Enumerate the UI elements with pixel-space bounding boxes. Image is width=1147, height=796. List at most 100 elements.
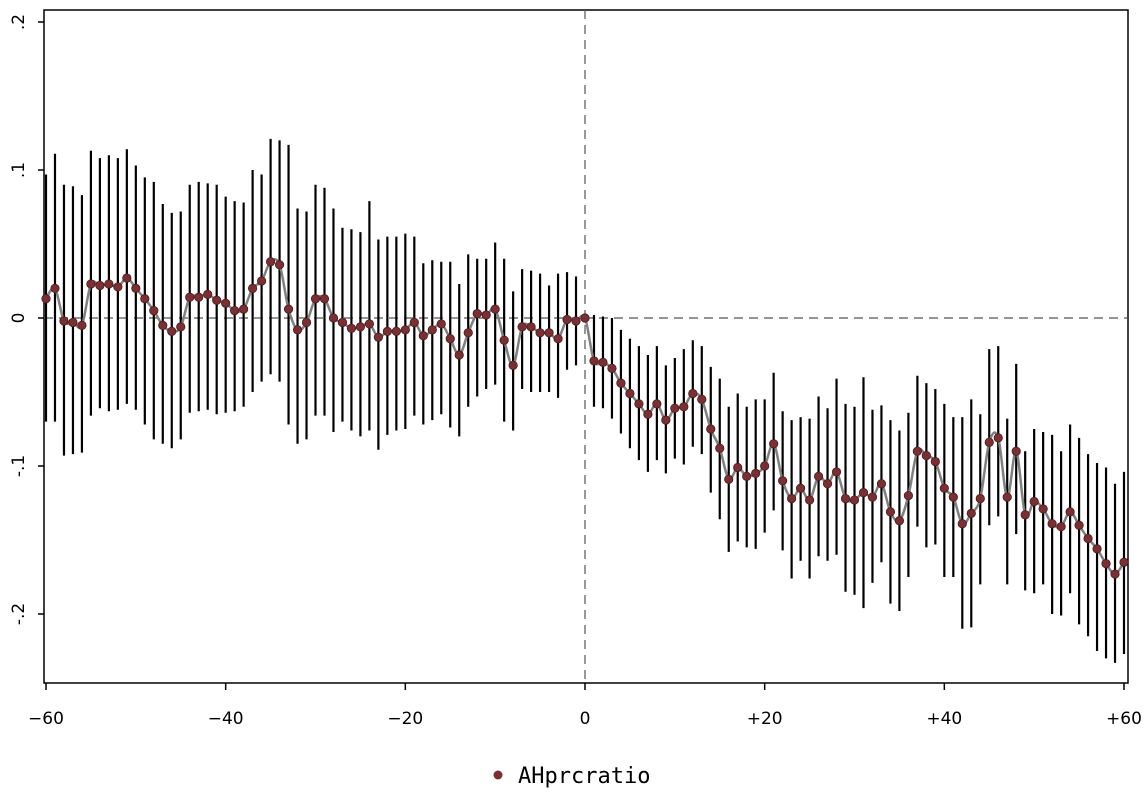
data-point <box>346 323 357 333</box>
data-point <box>158 320 168 330</box>
data-point <box>1065 507 1075 517</box>
data-point <box>454 350 464 360</box>
data-points <box>41 257 1129 579</box>
data-point <box>535 328 545 338</box>
data-point <box>912 446 922 456</box>
data-point <box>751 468 761 478</box>
data-point <box>876 479 887 489</box>
data-point <box>948 492 958 502</box>
data-point <box>203 289 213 299</box>
data-point <box>517 322 527 332</box>
data-point <box>562 314 572 325</box>
data-point <box>1056 522 1066 532</box>
data-point <box>724 474 734 484</box>
data-point <box>643 409 653 419</box>
x-tick-label: 0 <box>580 709 591 729</box>
data-point <box>1110 569 1120 579</box>
data-point <box>41 294 51 304</box>
data-point <box>858 488 869 498</box>
data-point <box>1002 492 1012 502</box>
data-point <box>382 326 392 336</box>
data-point <box>221 298 231 308</box>
data-point <box>849 495 860 505</box>
data-point <box>795 483 806 493</box>
data-point <box>194 292 204 302</box>
data-point <box>1011 446 1021 456</box>
data-point <box>86 279 96 289</box>
data-point <box>409 317 419 328</box>
data-point <box>508 360 518 370</box>
data-point <box>993 433 1003 443</box>
data-point <box>787 493 797 504</box>
data-point <box>131 283 141 293</box>
data-point <box>176 322 186 332</box>
data-point <box>894 516 905 526</box>
data-point <box>301 317 312 328</box>
data-point <box>310 294 321 304</box>
data-point <box>355 322 366 332</box>
data-point <box>625 388 635 399</box>
data-point <box>1020 510 1030 520</box>
data-point <box>95 280 105 291</box>
data-point <box>760 461 770 471</box>
legend-label: AHprcratio <box>518 764 650 789</box>
data-point <box>598 357 608 367</box>
data-point <box>607 363 617 373</box>
data-point <box>167 326 177 336</box>
data-point <box>68 317 78 328</box>
data-point <box>553 334 563 344</box>
data-point <box>364 319 374 329</box>
data-point <box>283 304 294 314</box>
data-point <box>544 328 554 338</box>
data-point <box>867 492 878 502</box>
data-point <box>59 316 69 326</box>
data-point <box>337 317 348 328</box>
data-point <box>248 283 258 293</box>
legend: AHprcratio <box>493 764 650 789</box>
data-point <box>400 325 410 335</box>
data-point <box>984 437 994 447</box>
x-tick-label: −20 <box>387 709 423 729</box>
data-point <box>670 403 680 413</box>
data-point <box>526 322 536 332</box>
data-point <box>903 490 914 501</box>
data-point <box>804 495 815 505</box>
y-tick-label: 0 <box>9 313 29 324</box>
data-point <box>679 402 689 412</box>
data-point <box>706 424 716 434</box>
data-point <box>885 507 896 517</box>
x-tick-label: +20 <box>747 709 783 729</box>
data-point <box>427 325 437 335</box>
data-point <box>1074 520 1084 530</box>
data-point <box>957 519 967 529</box>
data-point <box>239 304 249 314</box>
data-point <box>481 310 491 320</box>
data-point <box>930 456 940 467</box>
data-point <box>122 273 132 283</box>
data-point <box>1083 533 1093 544</box>
data-point <box>1092 544 1102 554</box>
data-point <box>212 295 222 305</box>
data-point <box>230 305 240 316</box>
data-point <box>966 508 976 518</box>
data-point <box>652 399 662 409</box>
data-point <box>1119 557 1129 567</box>
data-point <box>589 356 599 366</box>
data-point <box>1038 504 1048 514</box>
data-point <box>1047 519 1057 529</box>
data-point <box>1029 496 1039 507</box>
data-point <box>742 471 752 481</box>
data-point <box>274 260 285 270</box>
data-point <box>831 467 842 477</box>
data-point <box>319 294 330 304</box>
data-point <box>939 483 949 493</box>
data-point <box>769 439 779 449</box>
data-point <box>149 305 159 316</box>
data-point <box>463 328 473 338</box>
data-point <box>580 313 590 323</box>
legend-marker <box>493 770 503 780</box>
data-point <box>292 325 303 335</box>
data-point <box>697 394 707 404</box>
data-point <box>77 320 87 330</box>
